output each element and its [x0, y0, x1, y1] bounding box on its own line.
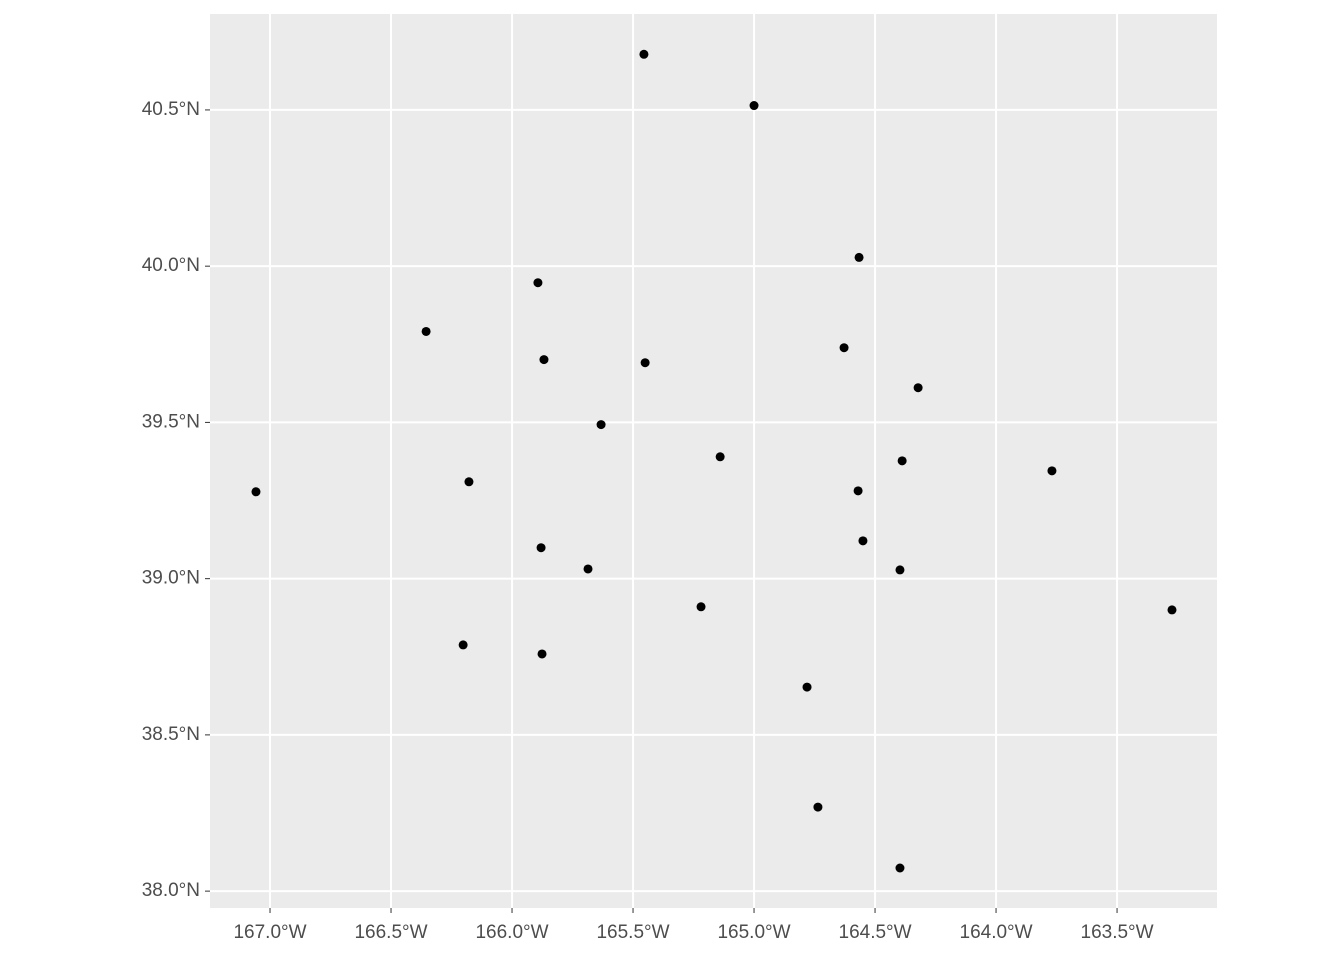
point — [251, 487, 261, 497]
x-tick-label: 165.5°W — [596, 922, 669, 943]
point — [533, 278, 543, 288]
y-tick-label: 38.5°N — [142, 724, 200, 745]
x-tick-label: 167.0°W — [233, 922, 306, 943]
y-tick-label: 39.0°N — [142, 568, 200, 589]
point — [749, 101, 759, 111]
point — [537, 649, 547, 659]
y-tick-label: 38.0°N — [142, 880, 200, 901]
point — [639, 49, 649, 59]
point — [536, 543, 546, 553]
point — [895, 863, 905, 873]
point — [897, 456, 907, 466]
y-tick-label: 40.5°N — [142, 99, 200, 120]
point — [913, 383, 923, 393]
x-tick-label: 164.5°W — [839, 922, 912, 943]
x-tick-label: 166.5°W — [354, 922, 427, 943]
point — [696, 602, 706, 612]
point — [813, 802, 823, 812]
point — [1167, 605, 1177, 615]
x-tick-label: 164.0°W — [960, 922, 1033, 943]
point — [640, 358, 650, 368]
point — [839, 343, 849, 353]
plot-panel — [210, 14, 1217, 908]
point — [596, 420, 606, 430]
point — [539, 355, 549, 365]
point — [802, 682, 812, 692]
point — [858, 536, 868, 546]
point — [421, 326, 431, 336]
point — [458, 640, 468, 650]
point — [854, 252, 864, 262]
point — [715, 452, 725, 462]
point — [1047, 466, 1057, 476]
y-tick-label: 39.5°N — [142, 411, 200, 432]
x-tick-label: 165.0°W — [717, 922, 790, 943]
y-tick-label: 40.0°N — [142, 255, 200, 276]
x-tick-label: 166.0°W — [475, 922, 548, 943]
x-tick-label: 163.5°W — [1081, 922, 1154, 943]
point — [464, 477, 474, 487]
point — [895, 565, 905, 575]
point — [583, 564, 593, 574]
point — [853, 486, 863, 496]
